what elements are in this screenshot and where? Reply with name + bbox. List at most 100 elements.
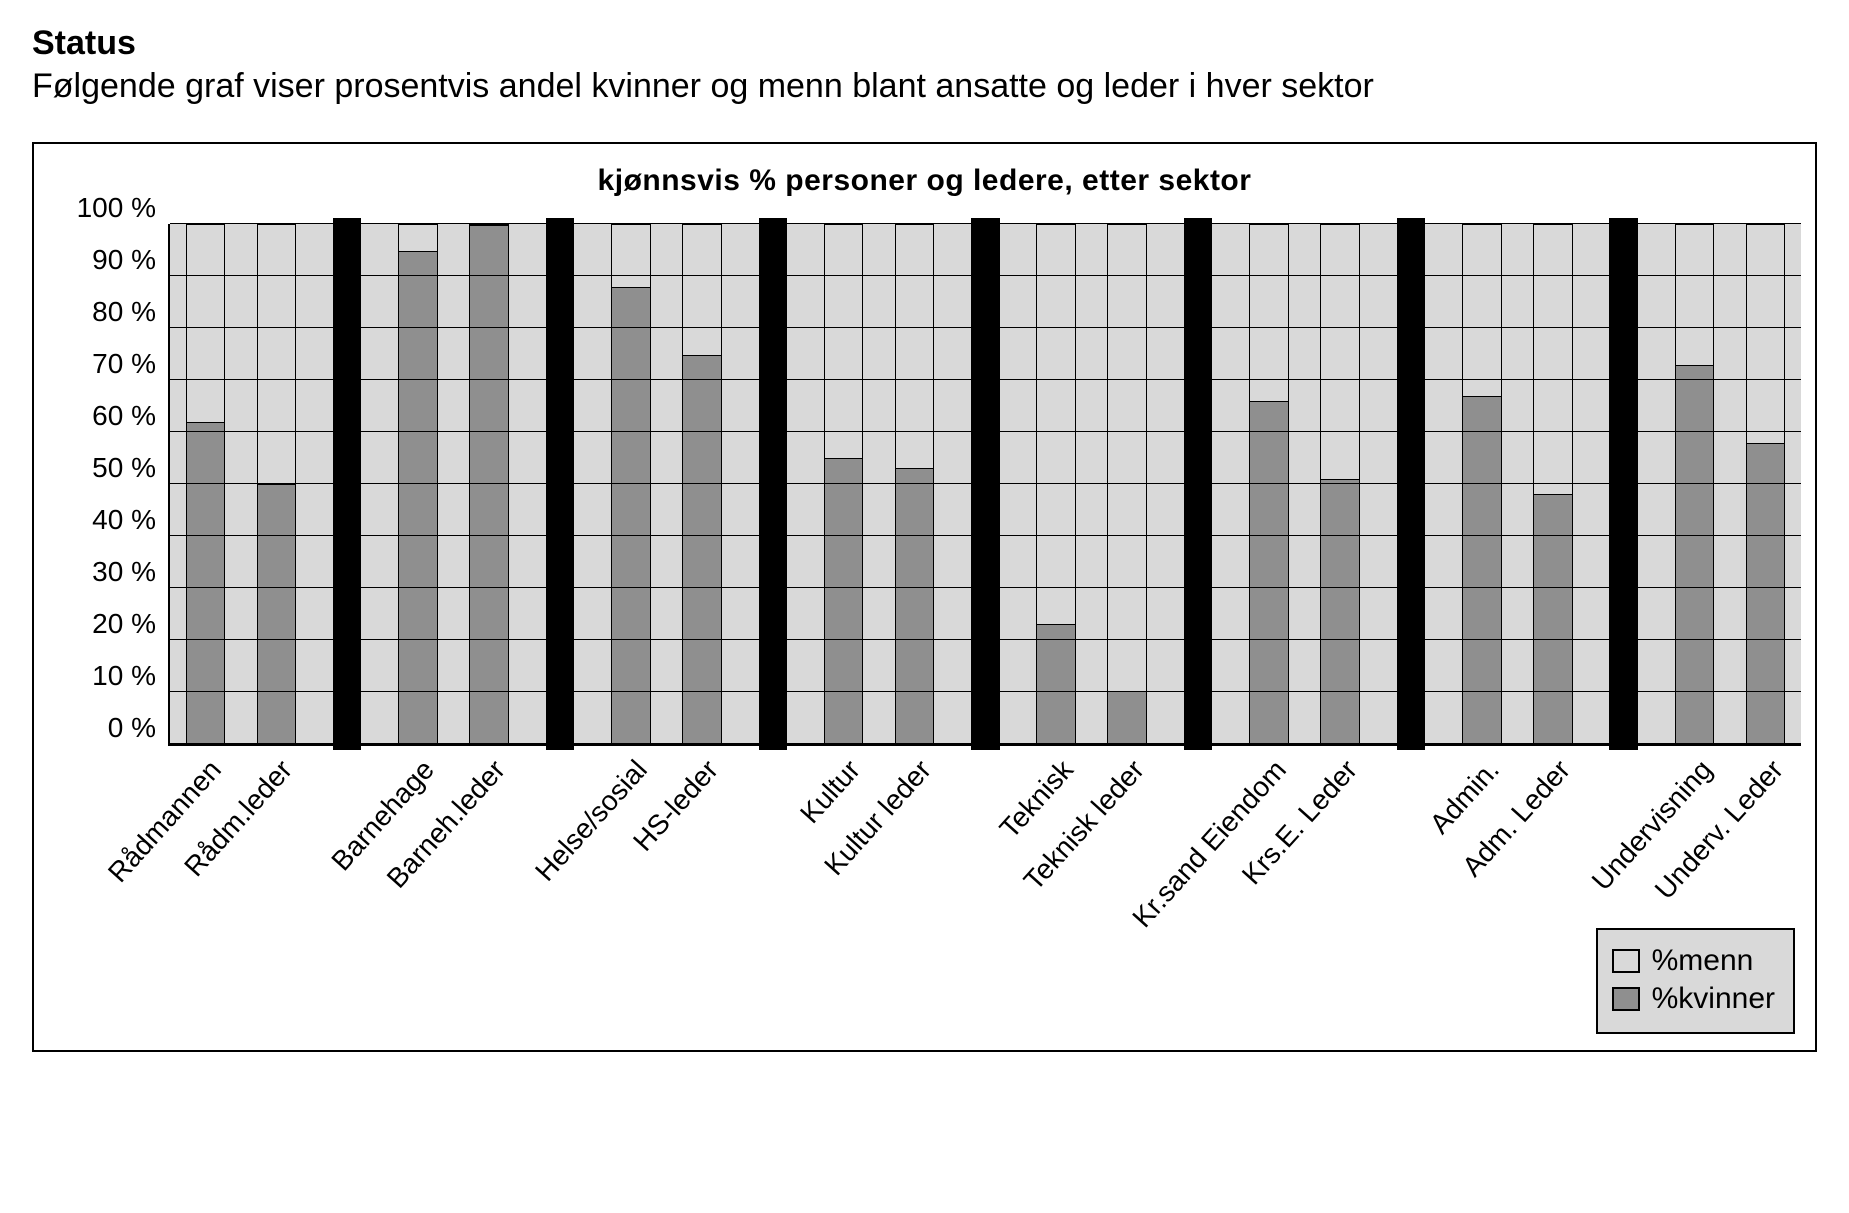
x-label-slot: Barneh.leder (452, 746, 523, 1036)
grid-line (170, 691, 1801, 692)
x-label-slot: Teknisk (1020, 746, 1091, 1036)
bar-slot (241, 224, 312, 744)
segment-menn (1463, 225, 1501, 396)
x-label-slot: Rådm.leder (239, 746, 310, 1036)
bar-slot (1730, 224, 1801, 744)
bar-slot (1092, 224, 1163, 744)
bar-slot (170, 224, 241, 744)
grid-line (170, 639, 1801, 640)
bar-slot (1305, 224, 1376, 744)
sector-divider (1397, 218, 1425, 750)
segment-menn (1108, 225, 1146, 691)
x-label-slot: Helse/sosial (594, 746, 665, 1036)
x-label-slot (310, 746, 381, 1036)
bar-slot (1234, 224, 1305, 744)
segment-kvinner (470, 225, 508, 743)
segment-kvinner (683, 355, 721, 744)
segment-kvinner (896, 468, 934, 743)
x-label-slot (949, 746, 1020, 1036)
legend-item: %menn (1612, 944, 1775, 978)
segment-kvinner (1534, 494, 1572, 743)
legend-swatch (1612, 987, 1640, 1011)
x-label-slot: Rådmannen (168, 746, 239, 1036)
grid-line (170, 223, 1801, 224)
segment-menn (187, 225, 225, 422)
status-heading: Status (32, 24, 1817, 63)
chart-container: kjønnsvis % personer og ledere, etter se… (32, 142, 1817, 1052)
divider-slot (737, 224, 808, 744)
bar-slot (879, 224, 950, 744)
legend-item: %kvinner (1612, 982, 1775, 1016)
stacked-bar (1249, 224, 1289, 744)
x-label-slot: HS-leder (665, 746, 736, 1036)
segment-menn (1250, 225, 1288, 401)
x-axis-labels: RådmannenRådm.leder BarnehageBarneh.leder… (168, 746, 1801, 1036)
divider-slot (1375, 224, 1446, 744)
grid-line (170, 483, 1801, 484)
stacked-bar (469, 224, 509, 744)
segment-menn (1747, 225, 1785, 443)
stacked-bar (1533, 224, 1573, 744)
divider-slot (1163, 224, 1234, 744)
legend: %menn %kvinner (1596, 928, 1795, 1034)
stacked-bar (398, 224, 438, 744)
grid-line (170, 587, 1801, 588)
divider-slot (312, 224, 383, 744)
bar-slot (1446, 224, 1517, 744)
divider-slot (525, 224, 596, 744)
segment-kvinner (1108, 691, 1146, 743)
sector-divider (333, 218, 361, 750)
status-subheading: Følgende graf viser prosentvis andel kvi… (32, 67, 1817, 106)
grid-line (170, 275, 1801, 276)
legend-swatch (1612, 949, 1640, 973)
bars-layer (170, 224, 1801, 744)
divider-slot (1588, 224, 1659, 744)
grid-line (170, 743, 1801, 744)
segment-menn (399, 225, 437, 251)
x-label-slot (1375, 746, 1446, 1036)
legend-label: %kvinner (1652, 982, 1775, 1016)
stacked-bar (611, 224, 651, 744)
stacked-bar (257, 224, 297, 744)
x-label-slot: Admin. (1446, 746, 1517, 1036)
x-label-slot (736, 746, 807, 1036)
segment-menn (1676, 225, 1714, 365)
segment-menn (612, 225, 650, 287)
segment-menn (1037, 225, 1075, 624)
bar-slot (595, 224, 666, 744)
x-label-slot: Adm. Leder (1517, 746, 1588, 1036)
stacked-bar (1107, 224, 1147, 744)
plot-row: 100 %90 %80 %70 %60 %50 %40 %30 %20 %10 … (48, 224, 1801, 746)
sector-divider (1184, 218, 1212, 750)
bar-slot (1021, 224, 1092, 744)
x-label-slot: Krs.E. Leder (1304, 746, 1375, 1036)
segment-menn (683, 225, 721, 355)
segment-kvinner (187, 422, 225, 743)
sector-divider (546, 218, 574, 750)
x-label-slot: Kr.sand Eiendom (1233, 746, 1304, 1036)
segment-menn (1534, 225, 1572, 494)
stacked-bar (1036, 224, 1076, 744)
sector-divider (1609, 218, 1637, 750)
sector-divider (759, 218, 787, 750)
stacked-bar (895, 224, 935, 744)
stacked-bar (824, 224, 864, 744)
segment-kvinner (825, 458, 863, 743)
stacked-bar (682, 224, 722, 744)
grid-line (170, 431, 1801, 432)
segment-kvinner (258, 484, 296, 743)
segment-kvinner (1321, 479, 1359, 743)
bar-slot (454, 224, 525, 744)
stacked-bar (1462, 224, 1502, 744)
grid-line (170, 327, 1801, 328)
stacked-bar (1746, 224, 1786, 744)
segment-menn (825, 225, 863, 458)
x-label-slot: Kultur leder (878, 746, 949, 1036)
grid-line (170, 535, 1801, 536)
chart-title: kjønnsvis % personer og ledere, etter se… (48, 164, 1801, 198)
sector-divider (971, 218, 999, 750)
bar-slot (808, 224, 879, 744)
divider-slot (950, 224, 1021, 744)
segment-kvinner (1747, 443, 1785, 743)
x-label-slot: Barnehage (381, 746, 452, 1036)
